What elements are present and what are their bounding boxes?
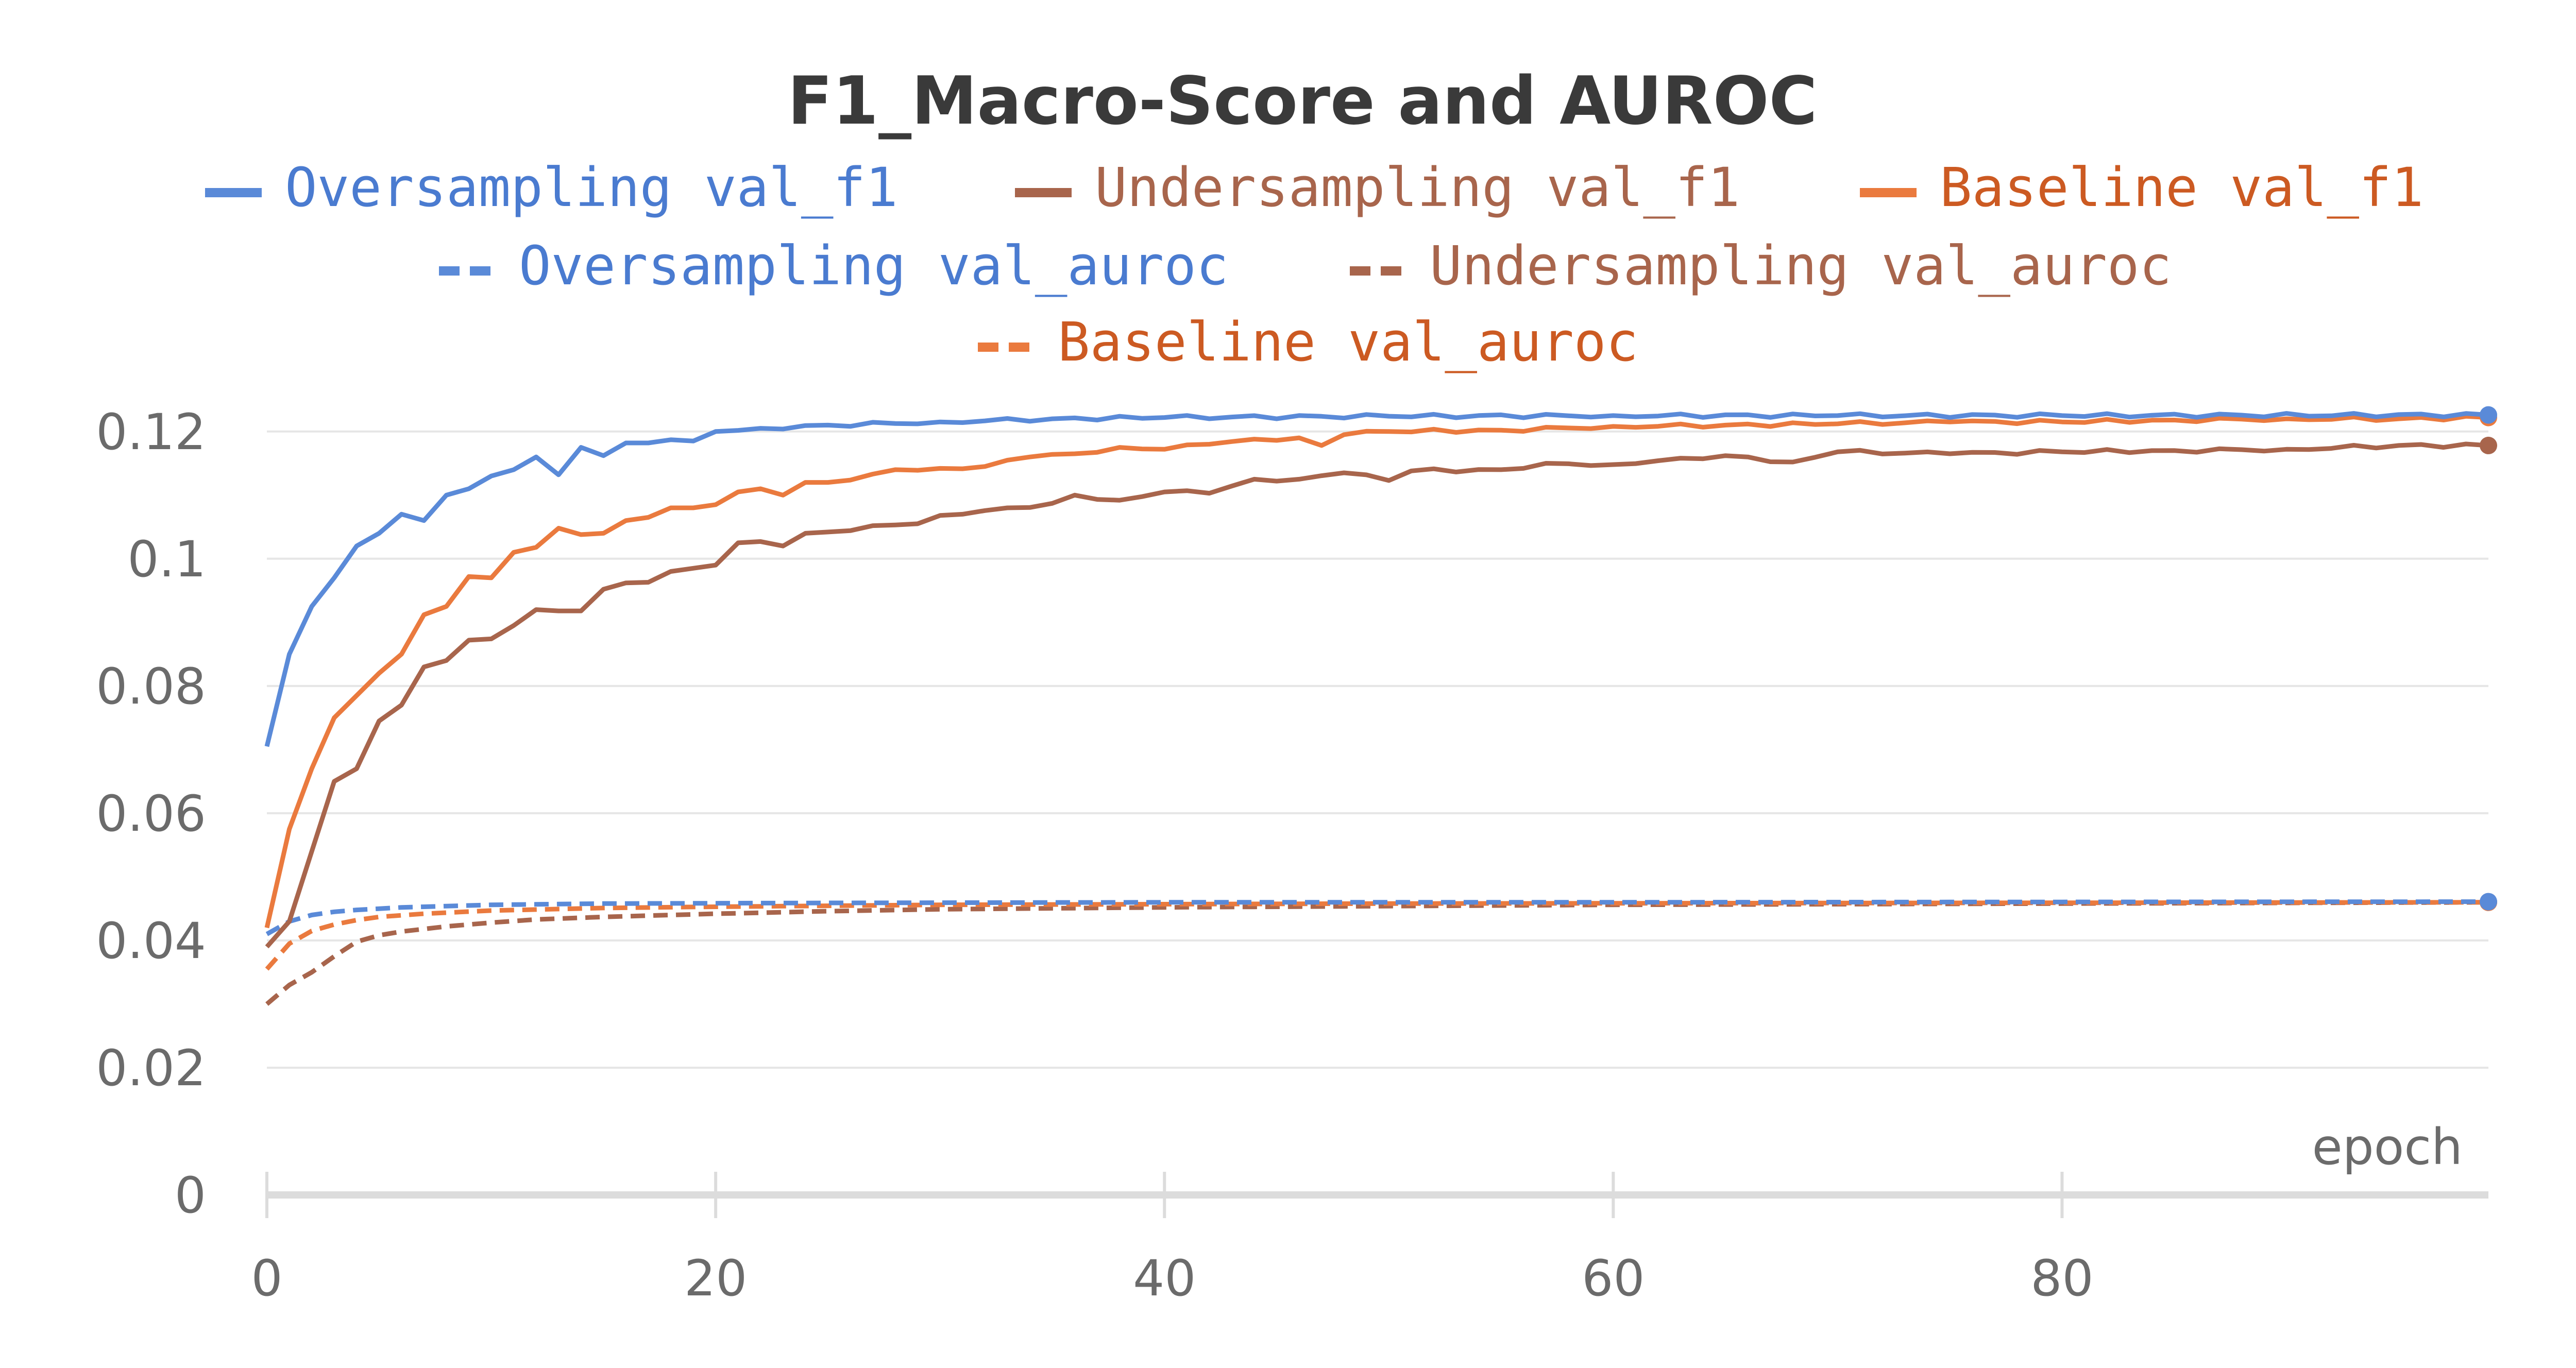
x-axis-label: epoch — [2312, 1118, 2463, 1176]
y-tick-label: 0.08 — [96, 658, 206, 715]
y-tick-label: 0.02 — [96, 1039, 206, 1097]
legend-label: Oversampling val_f1 — [285, 156, 898, 219]
x-axis: 0 20 40 60 80 — [251, 1172, 2488, 1307]
legend-item[interactable]: Undersampling val_f1 — [1015, 156, 1740, 219]
series-endpoint — [2480, 436, 2497, 454]
legend-label: Undersampling val_auroc — [1430, 234, 2172, 297]
x-tick-label: 40 — [1133, 1250, 1196, 1307]
series-endpoint — [2480, 406, 2497, 424]
series-line — [265, 441, 2489, 949]
legend-label: Oversampling val_auroc — [519, 234, 1229, 297]
legend-item[interactable]: Oversampling val_auroc — [439, 234, 1229, 297]
legend-label: Baseline val_f1 — [1940, 156, 2424, 219]
y-tick-label: 0.12 — [96, 403, 206, 461]
series-endpoint — [2480, 893, 2497, 911]
x-tick-label: 80 — [2030, 1250, 2093, 1307]
legend-item[interactable]: Oversampling val_f1 — [205, 156, 898, 219]
x-tick-label: 20 — [684, 1250, 747, 1307]
legend-label: Undersampling val_f1 — [1095, 156, 1740, 219]
legend-item[interactable]: Baseline val_auroc — [978, 311, 1638, 373]
y-axis: 0 0.02 0.04 0.06 0.08 0.1 0.12 — [96, 403, 206, 1224]
legend[interactable]: Oversampling val_f1 Undersampling val_f1 B… — [205, 156, 2424, 373]
y-tick-label: 0.1 — [127, 531, 206, 588]
x-tick-label: 60 — [1582, 1250, 1645, 1307]
series-line — [264, 414, 2489, 929]
legend-label: Baseline val_auroc — [1058, 311, 1638, 373]
series-line — [265, 900, 2489, 1006]
x-tick-label: 0 — [251, 1250, 282, 1307]
chart-title: F1_Macro-Score and AUROC — [788, 63, 1818, 140]
legend-item[interactable]: Undersampling val_auroc — [1350, 234, 2172, 297]
series-line — [265, 899, 2488, 936]
y-tick-label: 0.04 — [96, 912, 206, 970]
y-tick-label: 0 — [175, 1167, 206, 1224]
plot-area — [264, 406, 2497, 1006]
legend-item[interactable]: Baseline val_f1 — [1860, 156, 2424, 219]
series-line — [264, 411, 2489, 747]
y-tick-label: 0.06 — [96, 785, 206, 843]
grid — [267, 430, 2488, 1069]
series-line — [265, 900, 2489, 971]
